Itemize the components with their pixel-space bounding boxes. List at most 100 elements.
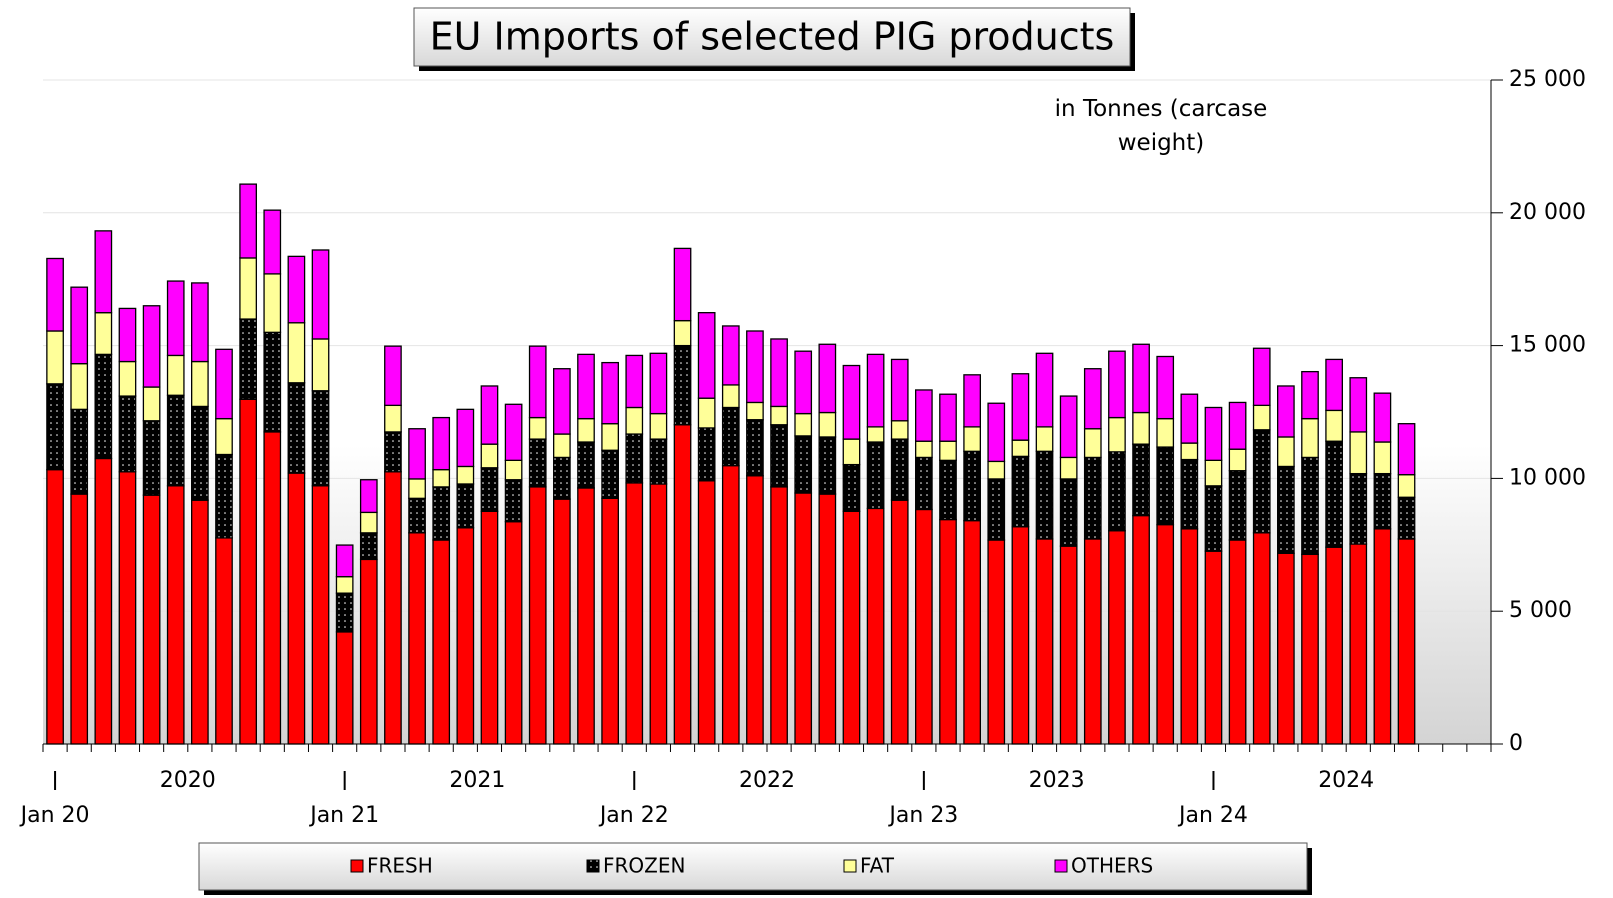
bar-segment <box>1252 404 1271 431</box>
bar-segment <box>263 331 282 433</box>
bar-segment <box>166 485 185 745</box>
bar-segment <box>215 537 233 745</box>
bar-segment <box>553 433 571 459</box>
subtitle: in Tonnes (carcase weight) <box>1054 96 1268 156</box>
bar-segment <box>987 402 1006 463</box>
bar-segment <box>673 319 692 347</box>
bar-segment <box>1325 409 1343 442</box>
bar-segment <box>915 456 933 511</box>
bar-segment <box>1204 406 1223 461</box>
bar-segment <box>553 368 571 435</box>
bar-segment <box>239 257 257 320</box>
bar-segment <box>1132 443 1150 517</box>
bar-segment <box>649 438 668 485</box>
bar-segment <box>721 325 740 386</box>
bar-segment <box>94 230 113 314</box>
bar-segment <box>649 483 668 745</box>
bar-segment <box>625 433 644 484</box>
bar-segment <box>1083 368 1102 430</box>
bar-segment <box>1204 485 1223 552</box>
bar-segment <box>1397 538 1416 745</box>
bar-segment <box>939 440 957 461</box>
bar-segment <box>1397 423 1416 476</box>
bar-segment <box>721 465 740 745</box>
bar-segment <box>794 412 813 437</box>
bar-segment <box>142 305 161 388</box>
bar-segment <box>528 416 547 440</box>
bar-segment <box>770 338 788 408</box>
bar-segment <box>1349 431 1368 475</box>
y-tick-label: 0 <box>1509 731 1523 756</box>
bar-segment <box>408 497 426 534</box>
bar-segment <box>746 475 764 745</box>
bar-segment <box>70 408 89 495</box>
bar-segment <box>1035 352 1054 428</box>
bar-segment <box>866 426 885 443</box>
bar-segment <box>1011 373 1030 441</box>
bar-segment <box>46 468 64 745</box>
bar-segment <box>721 406 740 467</box>
bar-segment <box>456 483 475 529</box>
bar-segment <box>577 441 595 489</box>
bar-segment <box>1108 530 1126 745</box>
bar-segment <box>890 358 909 422</box>
bar-segment <box>1011 526 1030 745</box>
x-year-label: 2020 <box>160 768 216 793</box>
bar-segment <box>287 322 306 384</box>
bar-segment <box>553 498 571 745</box>
bar-segment <box>1325 440 1343 548</box>
bar-segment <box>359 511 378 534</box>
bar-segment <box>215 417 233 456</box>
bar-segment <box>915 508 933 745</box>
bar-segment <box>46 383 64 471</box>
bar-segment <box>384 471 402 745</box>
bar-segment <box>1301 553 1319 745</box>
bar-segment <box>408 478 426 499</box>
bar-segment <box>311 338 330 392</box>
bar-segment <box>1059 395 1078 459</box>
bar-segment <box>118 395 137 473</box>
bar-segment <box>1011 455 1030 528</box>
x-year-label: 2024 <box>1318 768 1374 793</box>
bar-segment <box>1180 528 1199 745</box>
bar-segment <box>1325 358 1343 412</box>
legend-swatch <box>1054 859 1068 873</box>
legend-label: FAT <box>860 854 895 878</box>
legend-swatch <box>843 859 857 873</box>
bar-segment <box>673 344 692 426</box>
x-period-label: Jan 24 <box>1177 803 1248 828</box>
bar-segment <box>142 420 161 496</box>
bar-segment <box>625 482 644 745</box>
bar-segment <box>746 419 764 477</box>
legend-swatch <box>350 859 364 873</box>
bar-segment <box>1180 393 1199 444</box>
bar-segment <box>1035 450 1054 540</box>
bar-segment <box>239 398 257 745</box>
bar-segment <box>1180 458 1199 530</box>
bar-segment <box>673 247 692 322</box>
bar-segment <box>1108 451 1126 532</box>
bar-segment <box>577 353 595 420</box>
bar-segment <box>1228 470 1247 541</box>
x-period-label: Jan 20 <box>19 803 90 828</box>
bar-segment <box>866 353 885 428</box>
x-period-label: Jan 21 <box>308 803 379 828</box>
bar-segment <box>1252 347 1271 407</box>
chart-title: EU Imports of selected PIG products <box>430 15 1115 59</box>
y-tick-label: 20 000 <box>1509 200 1586 225</box>
bar-segment <box>1083 538 1102 745</box>
bar-segment <box>480 443 499 469</box>
legend-label: OTHERS <box>1071 854 1153 878</box>
bar-segment <box>408 428 426 480</box>
legend-swatch <box>586 859 600 873</box>
bar-segment <box>963 374 981 428</box>
bar-segment <box>939 393 957 442</box>
legend-label: FRESH <box>367 854 433 878</box>
bar-segment <box>142 494 161 745</box>
bar-segment <box>118 307 137 363</box>
bar-segment <box>1108 416 1126 453</box>
bar-segment <box>70 493 89 745</box>
bar-segment <box>842 463 861 512</box>
bar-segment <box>456 527 475 745</box>
